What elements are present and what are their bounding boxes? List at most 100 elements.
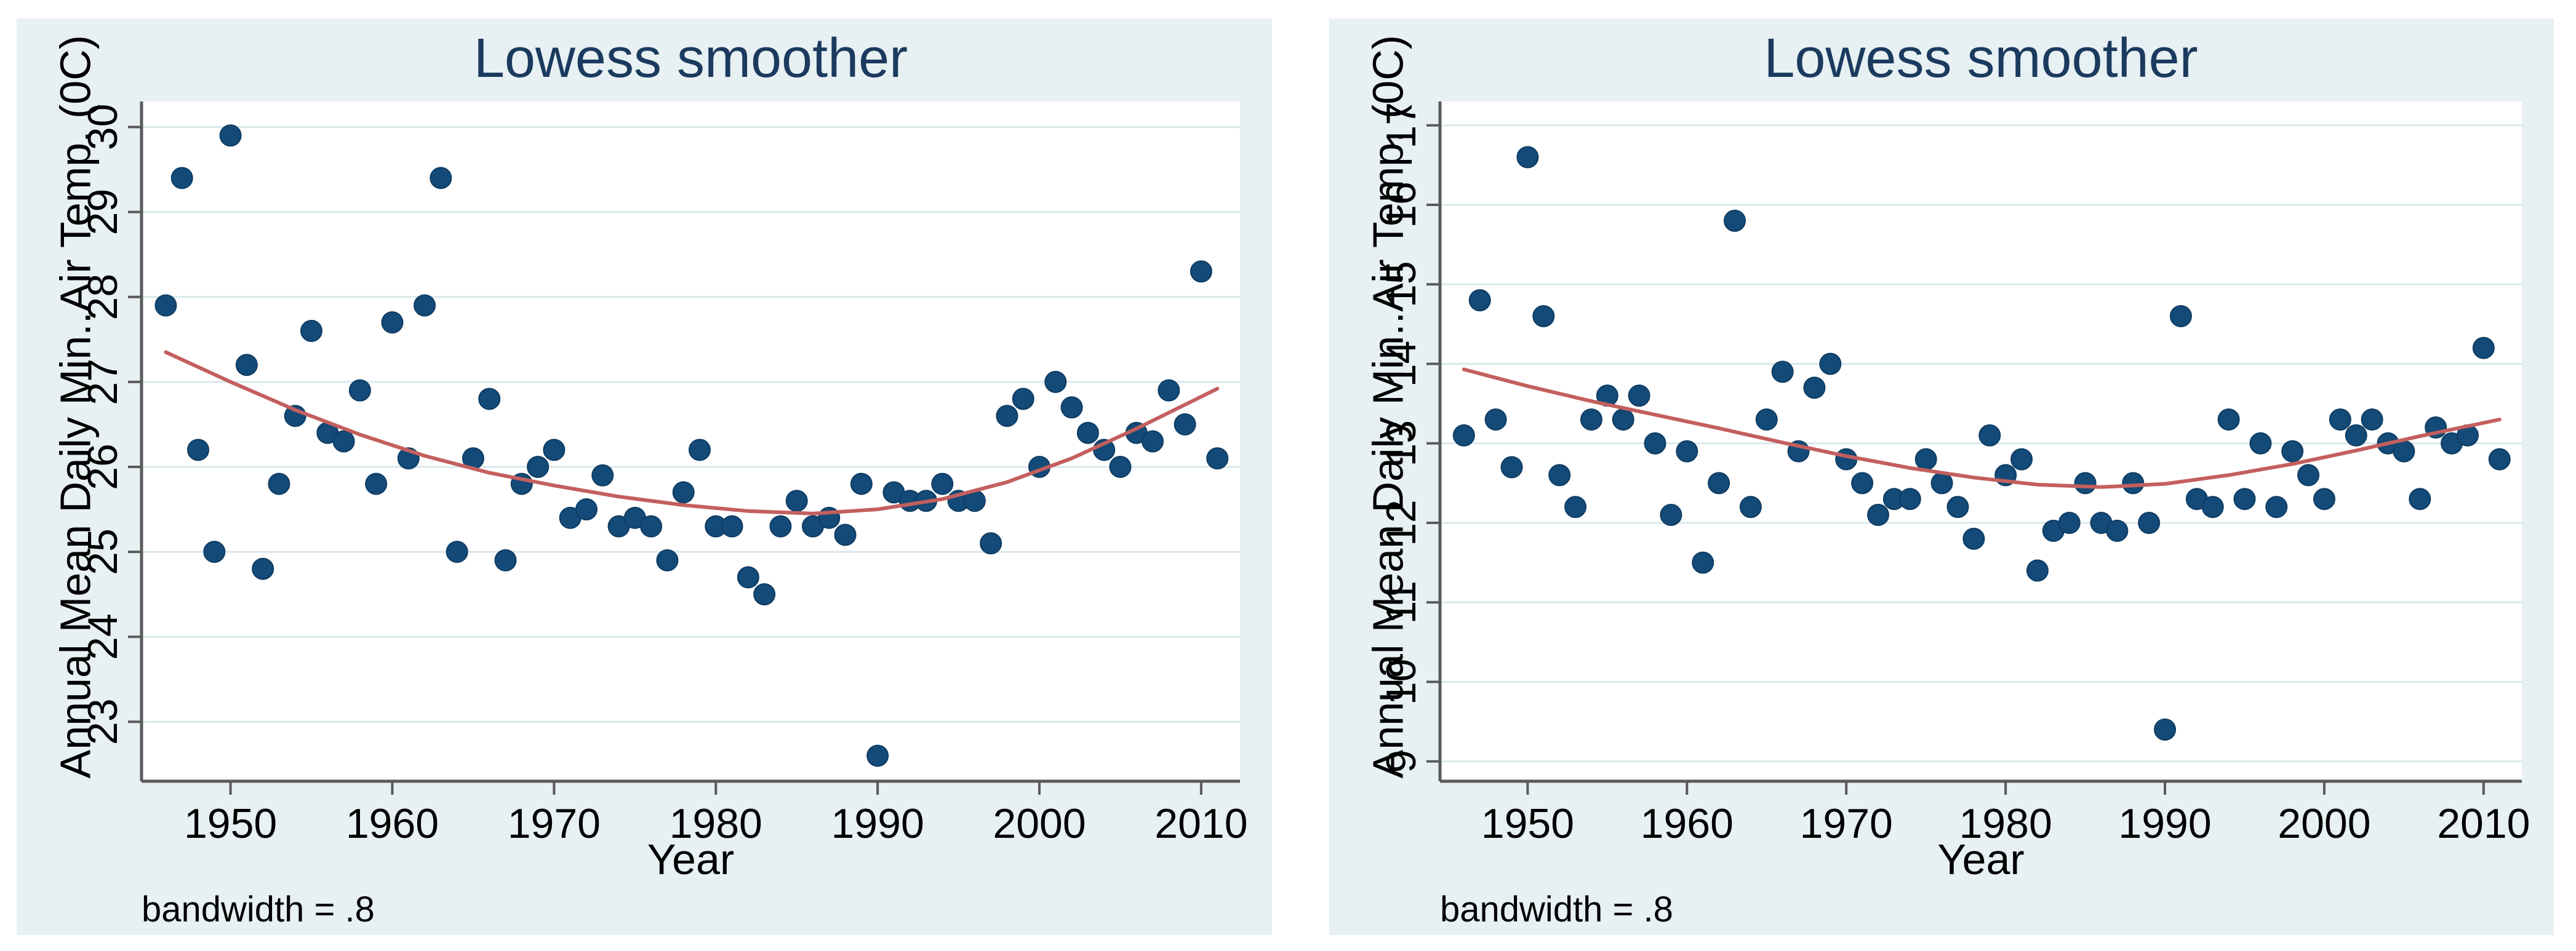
data-point — [2297, 464, 2320, 487]
data-point — [1867, 504, 1890, 527]
bandwidth-note: bandwidth = .8 — [1440, 889, 1673, 929]
data-point — [1946, 496, 1969, 519]
lowess-curve — [164, 350, 1220, 515]
gridlines: 9 10 11 12 13 14 15 16 17 — [1378, 102, 2522, 773]
data-point — [219, 124, 242, 147]
data-point — [1660, 504, 1682, 527]
data-point — [931, 472, 954, 495]
data-point — [1803, 376, 1826, 399]
data-point — [2361, 408, 2383, 431]
data-point — [1771, 360, 1794, 383]
data-point — [203, 541, 226, 563]
data-point — [591, 464, 614, 487]
y-tick-label: 25 — [79, 528, 126, 575]
data-point — [1468, 289, 1491, 312]
data-point — [656, 549, 679, 571]
y-tick-label: 27 — [79, 359, 126, 405]
data-point — [332, 430, 355, 453]
x-axis-ticks: 1950 1960 1970 1980 1990 2000 2010 — [184, 781, 1248, 847]
data-point — [2393, 440, 2415, 463]
data-point — [866, 744, 889, 767]
data-point — [753, 583, 776, 606]
x-tick-label: 1960 — [346, 800, 439, 847]
data-point — [1692, 551, 1714, 574]
y-tick-label: 16 — [1378, 181, 1425, 228]
y-tick-label: 23 — [79, 698, 126, 745]
data-point — [252, 557, 274, 580]
data-point — [1516, 146, 1539, 169]
x-tick-label: 2010 — [2437, 800, 2530, 847]
chart-panel-left: Lowess smoother Annual Mean Daily Min..A… — [17, 18, 1272, 935]
data-point — [980, 532, 1002, 555]
data-point — [688, 439, 711, 461]
data-point — [170, 167, 193, 189]
y-tick-label: 13 — [1378, 420, 1425, 467]
chart-panel-right: Lowess smoother Annual Mean Daily Min..A… — [1329, 18, 2554, 935]
data-point — [1628, 384, 1650, 407]
data-point — [640, 515, 663, 538]
bandwidth-note: bandwidth = .8 — [142, 889, 375, 929]
scatter-points — [154, 124, 1229, 767]
y-tick-label: 17 — [1378, 102, 1425, 149]
data-point — [527, 455, 550, 478]
x-tick-label: 1980 — [1959, 800, 2052, 847]
y-tick-label: 30 — [79, 104, 126, 151]
y-tick-label: 14 — [1378, 341, 1425, 388]
data-point — [2074, 472, 2097, 495]
data-point — [543, 439, 566, 461]
data-point — [2249, 432, 2272, 455]
data-point — [2106, 519, 2129, 542]
data-point — [769, 515, 792, 538]
data-point — [1819, 352, 1842, 375]
data-point — [1532, 304, 1555, 327]
x-tick-label: 2000 — [2278, 800, 2370, 847]
data-point — [1962, 527, 1985, 550]
x-tick-label: 1950 — [1481, 800, 1574, 847]
data-point — [446, 541, 468, 563]
data-point — [1978, 424, 2001, 447]
x-tick-label: 2010 — [1154, 800, 1247, 847]
data-point — [2138, 511, 2161, 534]
data-point — [1158, 379, 1180, 402]
data-point — [365, 472, 388, 495]
data-point — [1612, 408, 1634, 431]
y-tick-label: 9 — [1378, 750, 1425, 773]
x-tick-label: 1990 — [831, 800, 924, 847]
data-point — [2409, 488, 2431, 511]
y-tick-label: 26 — [79, 444, 126, 490]
data-point — [1190, 260, 1212, 283]
plot-area: 23 24 25 26 27 28 29 30 1950 1960 1970 1980 1990 2000… — [79, 101, 1248, 847]
data-point — [2313, 488, 2335, 511]
data-point — [575, 498, 598, 520]
data-point — [721, 515, 743, 538]
chart-title: Lowess smoother — [1764, 28, 2198, 89]
y-tick-label: 24 — [79, 613, 126, 660]
data-point — [1044, 370, 1067, 393]
data-point — [1723, 209, 1746, 232]
data-point — [381, 311, 404, 334]
x-tick-label: 1970 — [1800, 800, 1893, 847]
data-point — [187, 439, 210, 461]
data-point — [1142, 430, 1164, 453]
x-tick-label: 1990 — [2118, 800, 2211, 847]
x-axis-title: Year — [1937, 835, 2025, 883]
data-point — [2010, 448, 2033, 471]
y-tick-label: 10 — [1378, 659, 1425, 706]
data-point — [2345, 424, 2367, 447]
y-tick-label: 15 — [1378, 261, 1425, 308]
x-tick-label: 1950 — [184, 800, 277, 847]
data-point — [430, 167, 452, 189]
data-point — [1484, 408, 1507, 431]
y-tick-label: 11 — [1378, 581, 1425, 624]
data-point — [1739, 496, 1762, 519]
data-point — [2169, 304, 2192, 327]
data-point — [1564, 496, 1587, 519]
data-point — [785, 490, 808, 512]
data-point — [1452, 424, 1475, 447]
data-point — [1109, 455, 1132, 478]
data-point — [1644, 432, 1666, 455]
data-point — [1898, 488, 1921, 511]
x-axis-title: Year — [647, 835, 735, 883]
data-point — [154, 294, 177, 317]
data-point — [1676, 440, 1698, 463]
